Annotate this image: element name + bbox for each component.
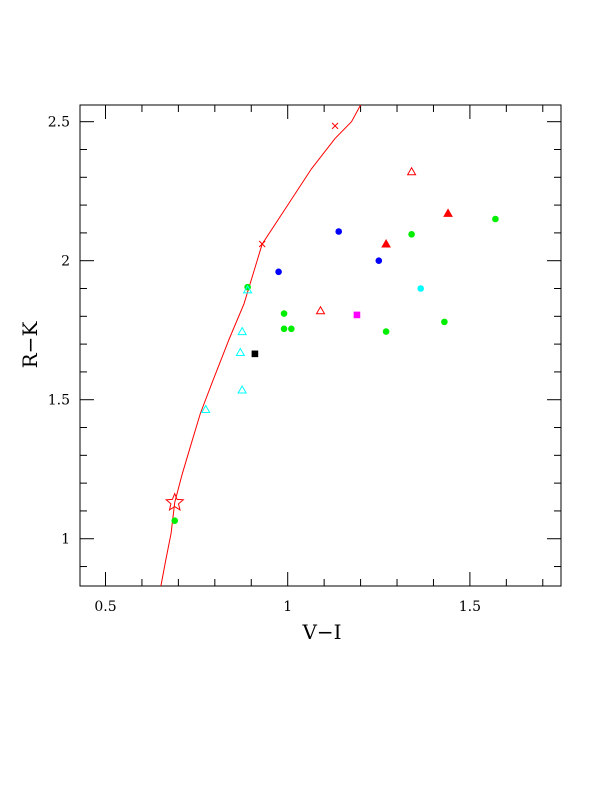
tick-labels: 0.5 1 1.5 1 1.5 2 2.5	[48, 115, 481, 615]
plot-frame	[79, 104, 562, 587]
data-point	[406, 166, 417, 176]
data-points	[171, 166, 499, 524]
y-tick-label: 1	[61, 532, 70, 548]
y-tick-label: 1.5	[48, 393, 70, 409]
data-point	[408, 230, 415, 238]
data-point	[417, 285, 425, 292]
data-point	[237, 384, 248, 394]
data-point	[171, 517, 179, 524]
axis-ticks	[80, 105, 561, 586]
x-tick-label: 1.5	[459, 599, 481, 615]
data-point	[280, 310, 288, 317]
cross-marker	[331, 122, 339, 130]
data-point	[443, 208, 453, 217]
data-point	[353, 311, 361, 319]
y-tick-label: 2	[61, 254, 70, 270]
y-tick-label: 2.5	[48, 115, 70, 131]
y-axis-label: R−K	[18, 321, 42, 369]
data-point	[280, 325, 288, 333]
data-point	[335, 228, 343, 235]
data-point	[288, 325, 295, 333]
data-point	[382, 328, 390, 335]
data-point	[492, 215, 499, 223]
x-tick-label: 0.5	[94, 599, 116, 615]
data-point	[441, 318, 448, 326]
data-point	[242, 284, 253, 294]
star-marker	[164, 492, 185, 511]
data-point	[315, 305, 326, 315]
cross-marker	[258, 240, 266, 248]
data-point	[251, 350, 259, 358]
x-axis-label: V−I	[301, 620, 341, 644]
data-point	[381, 239, 391, 248]
data-point	[375, 257, 383, 264]
data-point	[200, 404, 211, 413]
model-curve	[160, 104, 362, 587]
data-point	[235, 347, 246, 356]
data-point	[237, 326, 248, 336]
x-tick-label: 1	[283, 599, 292, 615]
model-curve-line	[160, 104, 362, 587]
data-point	[275, 268, 282, 276]
